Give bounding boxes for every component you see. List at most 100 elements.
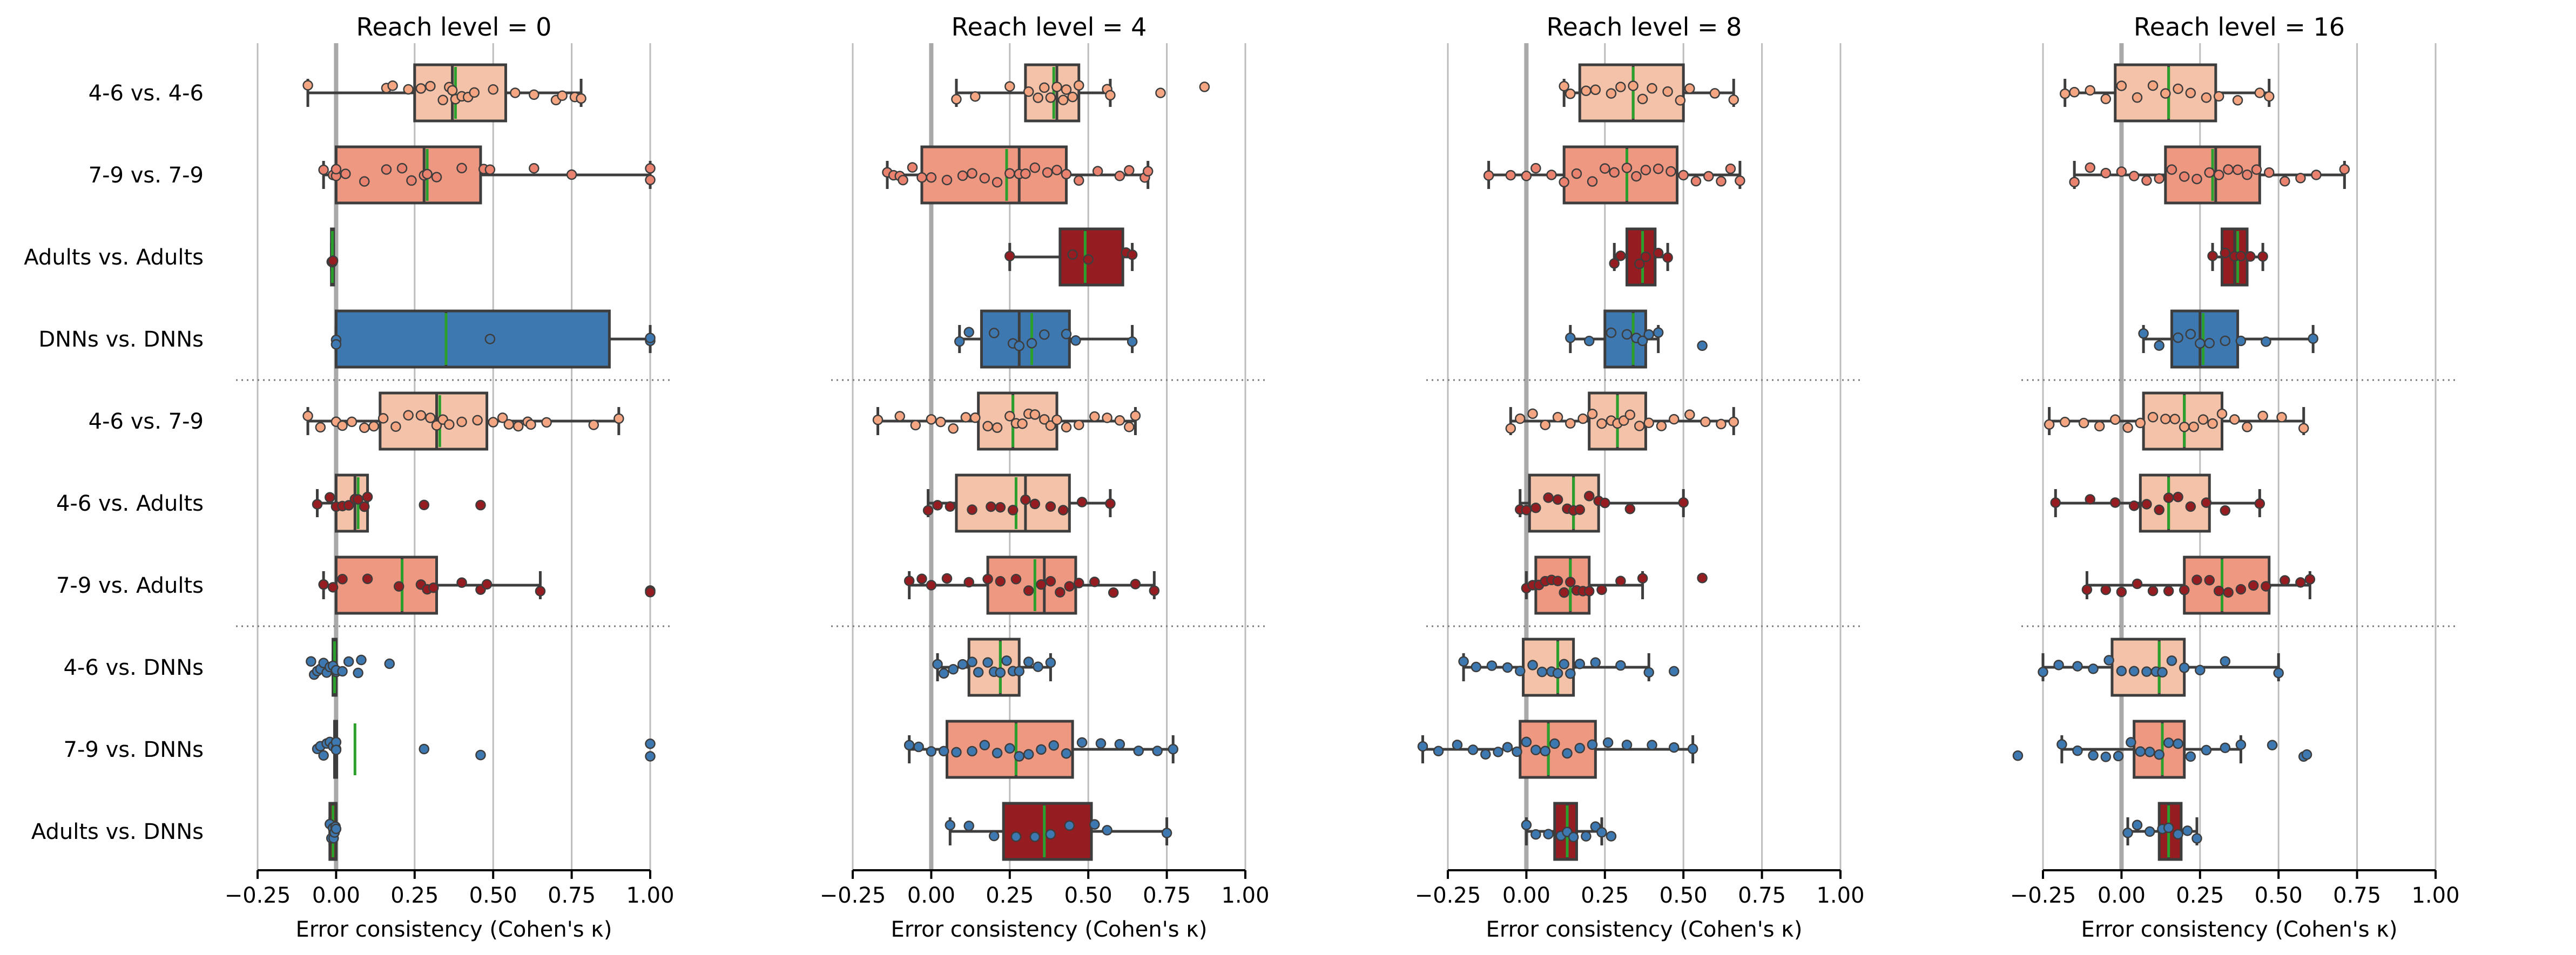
data-point <box>1543 492 1554 503</box>
data-point <box>331 164 342 175</box>
box-row-6 <box>1521 556 1708 615</box>
data-point <box>2248 580 2259 591</box>
data-point <box>1124 422 1135 432</box>
box-row-8 <box>903 720 1178 779</box>
data-point <box>2160 88 2171 99</box>
data-point <box>1039 82 1050 93</box>
data-point <box>337 574 348 585</box>
data-point <box>1735 175 1745 186</box>
data-point <box>1581 831 1592 842</box>
data-point <box>1728 94 1739 105</box>
data-point <box>1675 95 1686 106</box>
data-point <box>2116 80 2127 91</box>
data-point <box>2100 167 2112 179</box>
data-point <box>2141 499 2152 510</box>
data-point <box>318 579 329 590</box>
data-point <box>1618 415 1629 426</box>
panels: −0.25 0.00 0.25 0.50 0.75 1.00 Error consisten… <box>24 12 2459 942</box>
data-point <box>1127 336 1138 347</box>
data-point <box>1114 739 1125 750</box>
data-point <box>1149 585 1160 596</box>
box-row-2 <box>1609 227 1673 287</box>
data-point <box>1653 164 1664 174</box>
data-point <box>1045 575 1056 587</box>
data-point <box>541 417 552 428</box>
data-point <box>431 172 442 182</box>
data-point <box>645 739 656 749</box>
data-point <box>503 419 515 430</box>
data-point <box>1076 737 1088 748</box>
data-point <box>456 577 467 588</box>
data-point <box>1665 166 1676 177</box>
box <box>1562 145 1679 205</box>
data-point <box>1064 581 1075 592</box>
x-tick-label: 0.25 <box>986 883 1034 908</box>
data-point <box>2204 575 2215 586</box>
data-point <box>1433 746 1444 757</box>
data-point <box>988 328 1000 338</box>
data-point <box>2163 492 2174 503</box>
data-point <box>2147 411 2159 423</box>
box-row-8 <box>1417 720 1698 779</box>
data-point <box>2264 167 2275 178</box>
data-point <box>967 746 977 757</box>
data-point <box>1020 168 1031 179</box>
data-point <box>1064 820 1075 831</box>
data-point <box>1083 254 1094 265</box>
data-point <box>2135 746 2146 757</box>
data-point <box>1662 86 1673 97</box>
data-point <box>306 656 316 667</box>
data-point <box>302 80 313 91</box>
data-point <box>529 89 540 100</box>
x-tick-label: 0.25 <box>390 883 439 908</box>
panel-0: −0.25 0.00 0.25 0.50 0.75 1.00 Error consisten… <box>24 12 674 942</box>
data-point <box>2220 335 2231 347</box>
data-point <box>2242 422 2253 432</box>
data-point <box>566 169 577 180</box>
box <box>2139 473 2211 533</box>
data-point <box>1600 497 1610 509</box>
data-point <box>1583 335 1595 347</box>
data-point <box>428 582 439 593</box>
box <box>1002 802 1093 861</box>
x-tick-label: 0.75 <box>2333 883 2381 908</box>
data-point <box>2261 581 2271 592</box>
data-point <box>2173 83 2183 94</box>
data-point <box>2220 742 2231 754</box>
data-point <box>1521 171 1532 181</box>
data-point <box>2235 250 2247 262</box>
box-row-2 <box>1004 227 1138 287</box>
data-point <box>425 80 436 92</box>
data-point <box>1045 501 1056 512</box>
data-point <box>2044 419 2055 430</box>
data-point <box>960 412 972 423</box>
data-point <box>1029 409 1041 420</box>
data-point <box>1042 167 1053 178</box>
data-point <box>2182 825 2193 836</box>
data-point <box>1624 504 1636 514</box>
data-point <box>557 90 568 101</box>
data-point <box>2147 585 2159 597</box>
x-tick-label: 0.50 <box>469 883 517 908</box>
data-point <box>484 334 496 344</box>
data-point <box>2160 414 2171 424</box>
data-point <box>1606 88 1617 99</box>
data-point <box>1647 83 1657 94</box>
data-point <box>2185 329 2196 340</box>
data-point <box>1105 90 1116 101</box>
data-point <box>935 416 946 428</box>
data-point <box>331 823 342 835</box>
data-point <box>1596 827 1607 838</box>
data-point <box>315 422 326 433</box>
data-point <box>1540 419 1551 430</box>
data-point <box>916 172 927 183</box>
data-point <box>1540 746 1551 756</box>
data-point <box>926 172 937 183</box>
data-point <box>2213 170 2224 180</box>
data-point <box>1559 80 1569 92</box>
data-point <box>1417 741 1428 752</box>
data-point <box>1530 162 1541 174</box>
x-tick-label: 0.75 <box>1738 883 1786 908</box>
data-point <box>2235 584 2247 595</box>
data-point <box>2213 585 2224 597</box>
